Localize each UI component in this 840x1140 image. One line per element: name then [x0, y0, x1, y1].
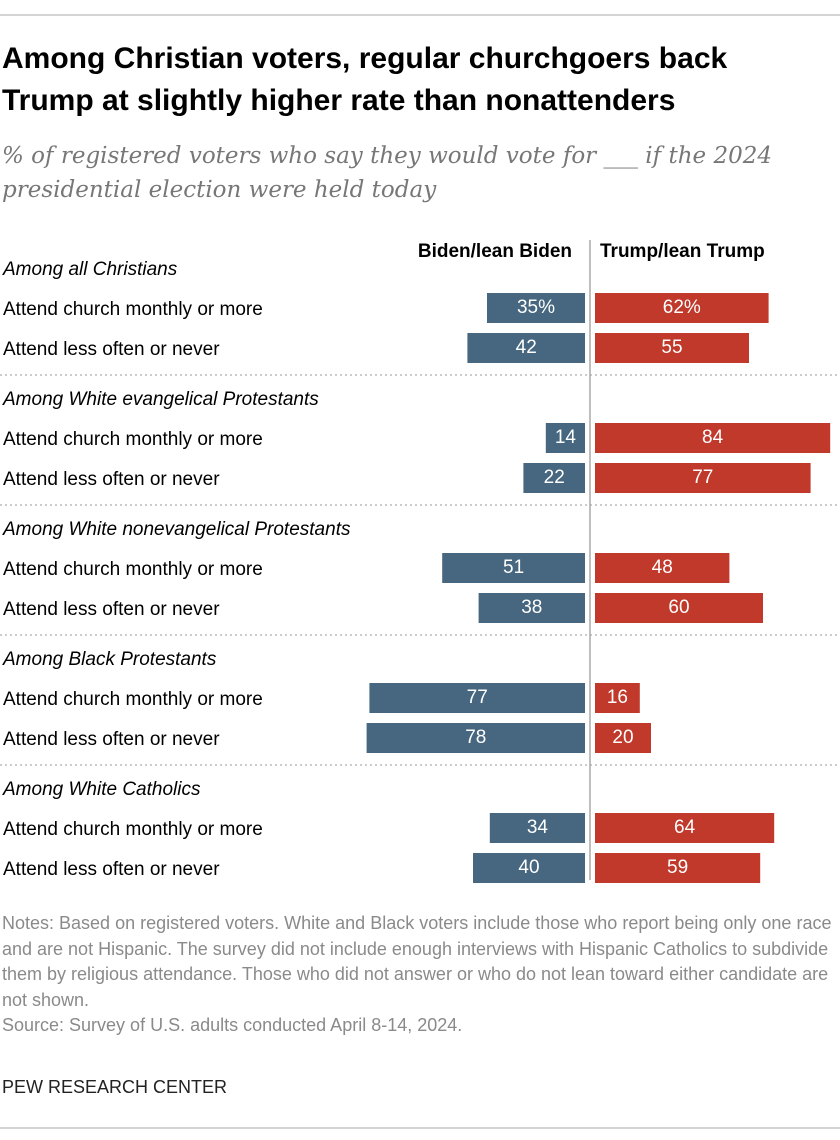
bar — [595, 553, 730, 583]
bar — [595, 333, 749, 363]
legend-label: Biden/lean Biden — [418, 241, 572, 262]
bar — [595, 293, 769, 323]
value-label: 62% — [663, 297, 701, 318]
category-label: Attend church monthly or more — [3, 819, 263, 840]
value-label: 48 — [652, 557, 673, 578]
category-label: Attend less often or never — [3, 729, 220, 750]
bar — [487, 293, 585, 323]
category-label: Attend less often or never — [3, 599, 220, 620]
value-label: 55 — [661, 337, 682, 358]
category-label: Attend church monthly or more — [3, 429, 263, 450]
value-label: 40 — [518, 857, 539, 878]
bar — [595, 593, 763, 623]
bar — [489, 813, 585, 843]
value-label: 64 — [674, 817, 696, 838]
note-text: Notes: Based on registered voters. White… — [2, 913, 832, 1010]
chart-title: Among Christian voters, regular churchgo… — [2, 42, 728, 117]
category-label: Attend less often or never — [3, 469, 220, 490]
source: Source: Survey of U.S. adults conducted … — [2, 1015, 463, 1036]
bar — [595, 723, 651, 753]
bar — [473, 853, 585, 883]
bar — [467, 333, 585, 363]
group-label: Among Black Protestants — [2, 649, 217, 670]
bar — [366, 723, 585, 753]
credit: PEW RESEARCH CENTER — [2, 1077, 228, 1097]
value-label: 34 — [527, 817, 549, 838]
bar — [523, 463, 585, 493]
bar — [442, 553, 585, 583]
value-label: 20 — [612, 727, 633, 748]
bar — [595, 853, 761, 883]
category-label: Attend less often or never — [3, 339, 220, 360]
note: Notes: Based on registered voters. White… — [2, 911, 832, 1039]
bar — [595, 813, 775, 843]
value-label: 84 — [702, 427, 724, 448]
bar — [595, 423, 831, 453]
group-label: Among all Christians — [2, 259, 178, 280]
value-label: 38 — [521, 597, 542, 618]
category-label: Attend church monthly or more — [3, 559, 263, 580]
value-label: 59 — [667, 857, 688, 878]
bar — [369, 683, 585, 713]
chart-subtitle: % of registered voters who say they woul… — [2, 143, 772, 203]
bar — [545, 423, 585, 453]
value-label: 60 — [668, 597, 689, 618]
bar — [478, 593, 585, 623]
bar — [595, 463, 811, 493]
value-label: 42 — [516, 337, 537, 358]
group-label: Among White evangelical Protestants — [2, 389, 319, 410]
value-label: 78 — [465, 727, 486, 748]
value-label: 22 — [544, 467, 565, 488]
value-label: 14 — [555, 427, 577, 448]
value-label: 35% — [517, 297, 555, 318]
category-label: Attend church monthly or more — [3, 689, 263, 710]
value-label: 77 — [467, 687, 488, 708]
bar — [595, 683, 640, 713]
category-label: Attend church monthly or more — [3, 299, 263, 320]
group-label: Among White nonevangelical Protestants — [2, 519, 351, 540]
value-label: 16 — [607, 687, 628, 708]
legend-label: Trump/lean Trump — [600, 241, 765, 262]
value-label: 51 — [503, 557, 524, 578]
value-label: 77 — [692, 467, 713, 488]
group-label: Among White Catholics — [2, 779, 201, 800]
category-label: Attend less often or never — [3, 859, 220, 880]
